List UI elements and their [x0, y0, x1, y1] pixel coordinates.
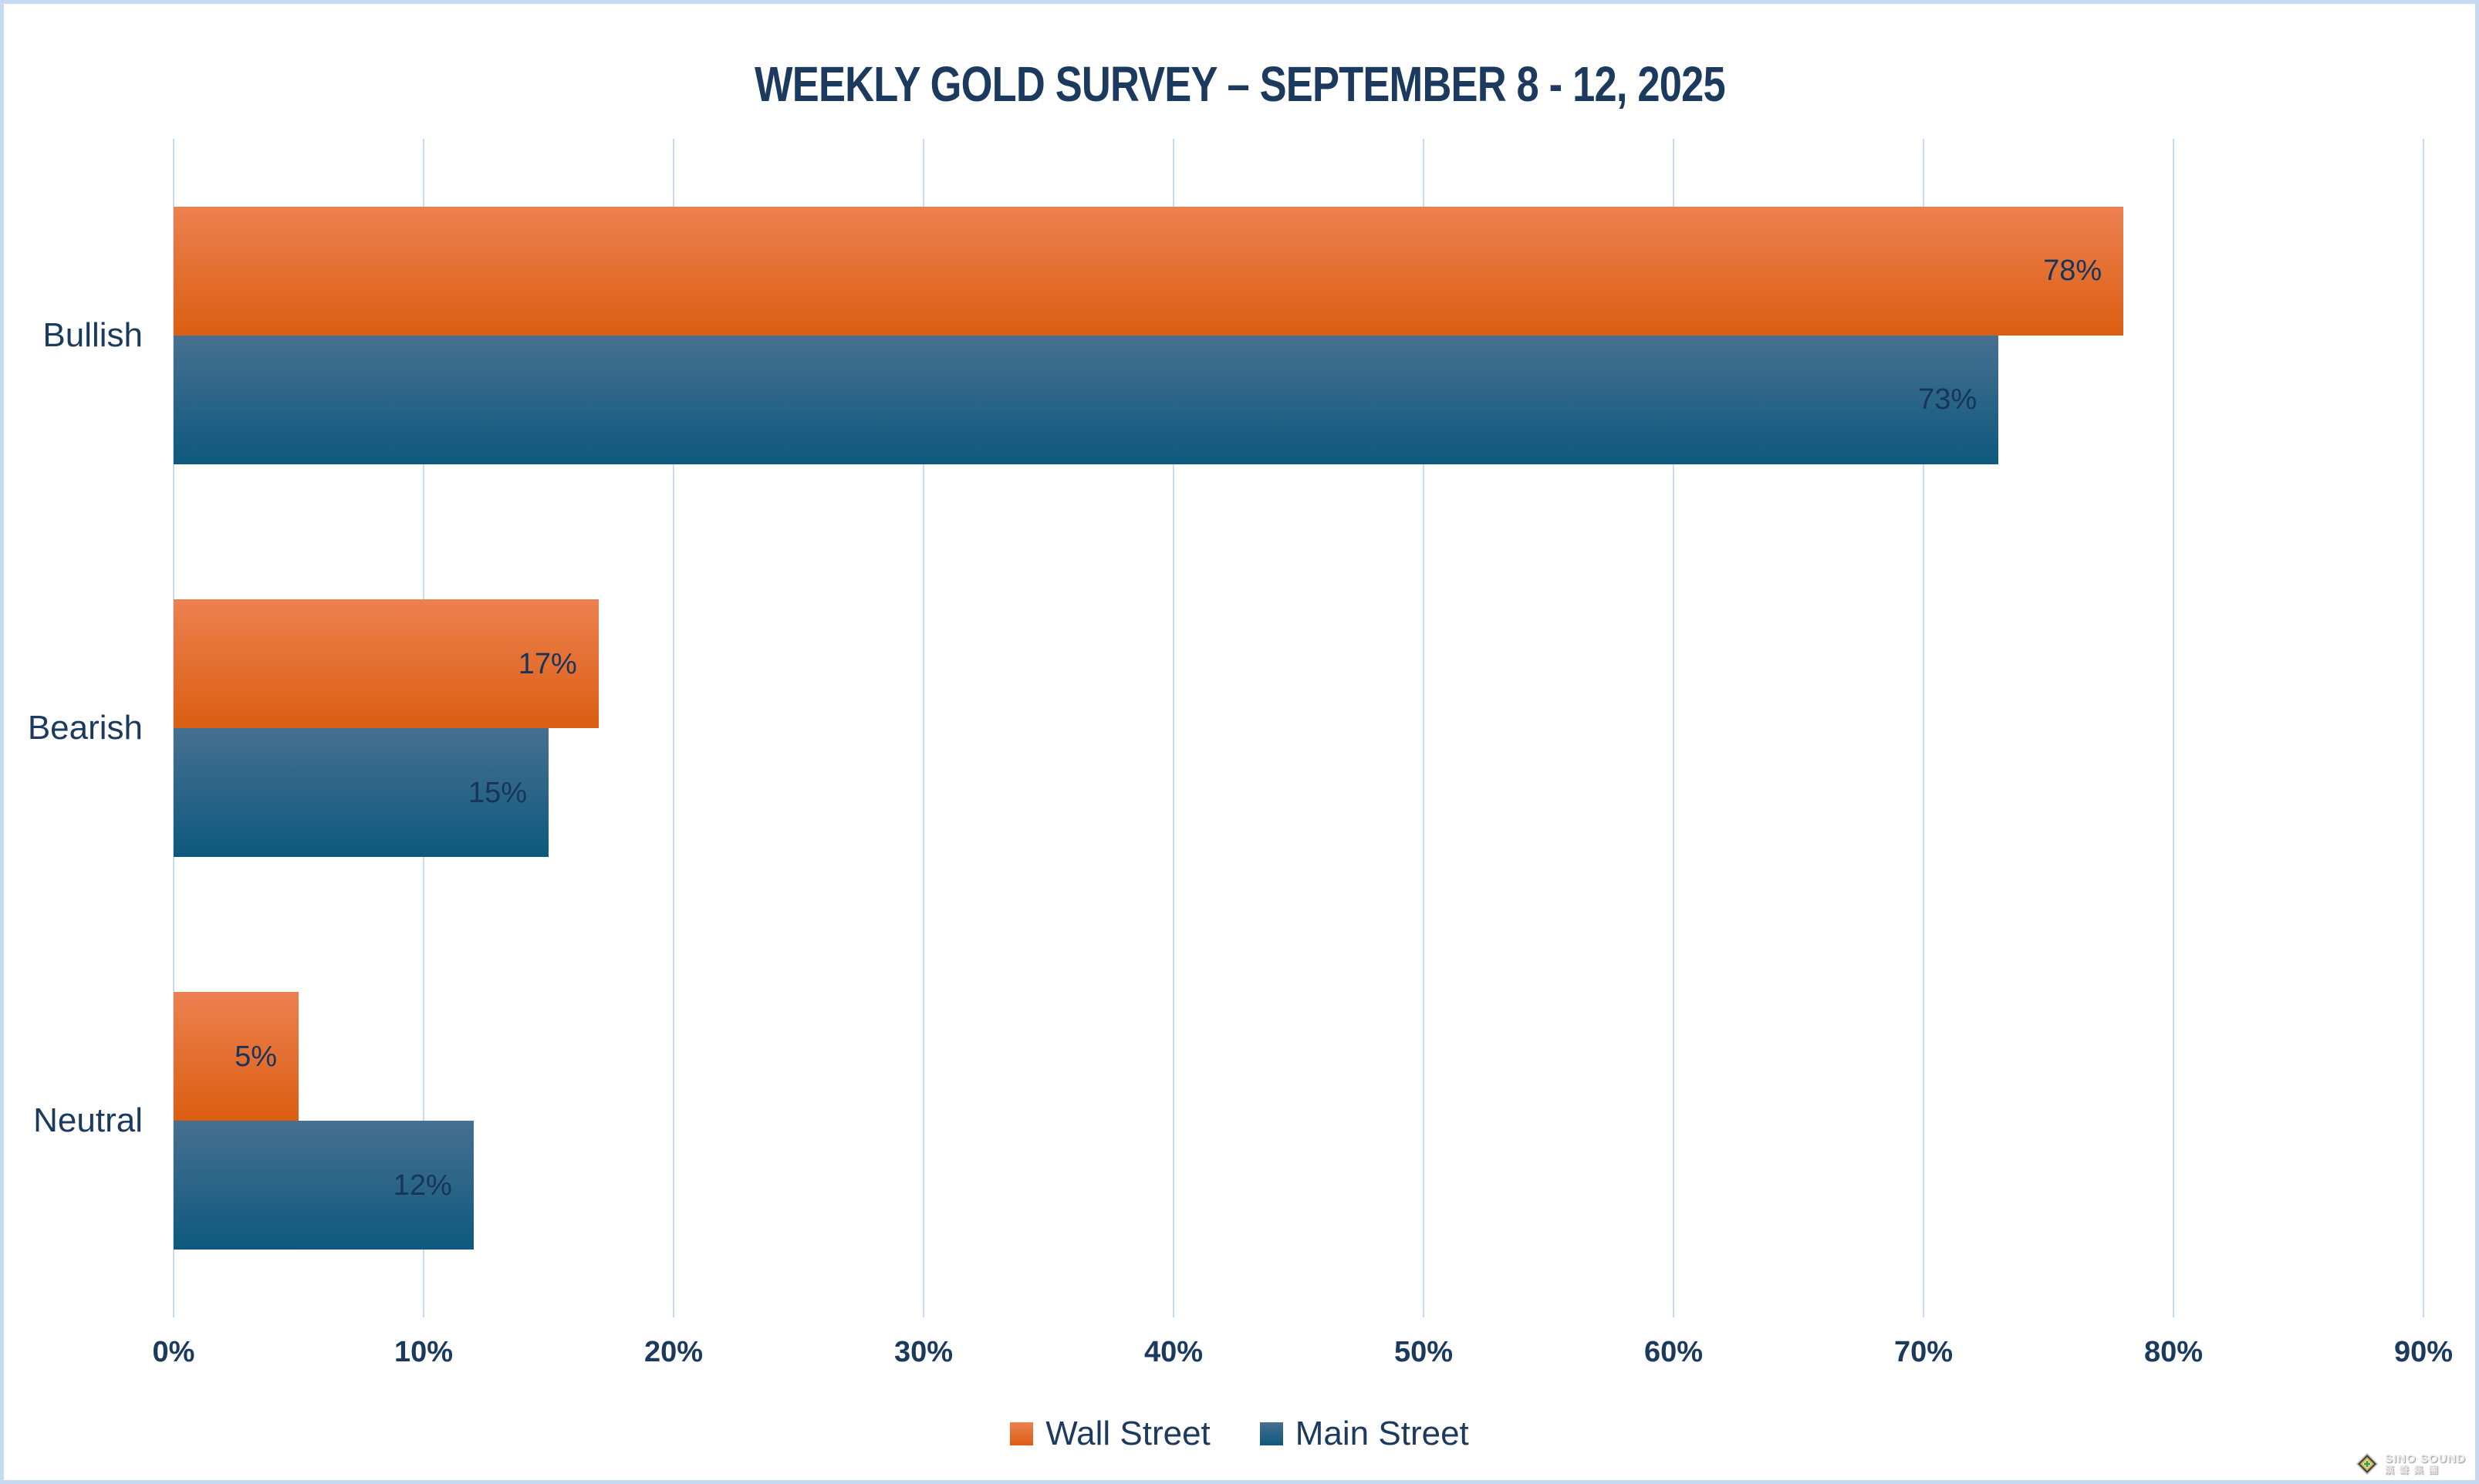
bar-wall-street-bullish: 78% — [174, 206, 2124, 336]
legend-item-wall-street: Wall Street — [1010, 1415, 1211, 1452]
legend: Wall Street Main Street — [4, 1412, 2475, 1455]
gridline-50- — [1423, 139, 1424, 1317]
x-tick-label-0-: 0% — [152, 1336, 195, 1368]
gridline-30- — [923, 139, 924, 1317]
category-axis: Bullish Bearish Neutral — [4, 4, 162, 1480]
legend-swatch-main-street — [1259, 1422, 1283, 1445]
x-tick-label-50-: 50% — [1393, 1336, 1454, 1368]
data-label-main-street-bullish: 73% — [1918, 383, 1977, 417]
legend-label-wall-street: Wall Street — [1045, 1415, 1211, 1452]
value-axis: 0% 10% 20% 30% 40% 50% 60% 70% 80% 90% — [153, 1335, 2453, 1374]
x-tick-label-80-: 80% — [2143, 1336, 2204, 1368]
data-label-wall-street-bearish: 17% — [518, 647, 577, 680]
x-tick-label-10-: 10% — [393, 1336, 454, 1368]
sino-sound-logo-icon — [2356, 1452, 2379, 1476]
bar-main-street-neutral: 12% — [174, 1121, 474, 1250]
data-label-wall-street-neutral: 5% — [235, 1040, 277, 1073]
gridline-20- — [672, 139, 674, 1317]
gridline-60- — [1673, 139, 1674, 1317]
watermark-text: SINO SOUND 漢聲集團 — [2385, 1453, 2466, 1475]
plot-area: 78% 73% 17% 15% 5% 12% — [173, 139, 2424, 1317]
x-tick-label-30-: 30% — [893, 1336, 954, 1368]
category-label-bearish: Bearish — [27, 709, 143, 747]
x-tick-label-40-: 40% — [1143, 1336, 1204, 1368]
watermark-brand-chinese: 漢聲集團 — [2384, 1464, 2444, 1476]
gridline-90- — [2423, 139, 2424, 1317]
gridline-70- — [1923, 139, 1924, 1317]
bar-wall-street-bearish: 17% — [174, 599, 599, 728]
gridline-40- — [1172, 139, 1174, 1317]
data-label-main-street-bearish: 15% — [468, 776, 527, 809]
data-label-main-street-neutral: 12% — [393, 1169, 452, 1202]
chart-title: WEEKLY GOLD SURVEY – SEPTEMBER 8 - 12, 2… — [4, 59, 2475, 109]
x-tick-label-20-: 20% — [643, 1336, 704, 1368]
category-label-neutral: Neutral — [33, 1101, 143, 1140]
legend-label-main-street: Main Street — [1295, 1415, 1469, 1452]
watermark-brand: SINO SOUND — [2384, 1452, 2466, 1465]
x-tick-label-70-: 70% — [1893, 1336, 1954, 1368]
x-tick-label-60-: 60% — [1643, 1336, 1704, 1368]
data-label-wall-street-bullish: 78% — [2043, 255, 2102, 288]
gridline-80- — [2172, 139, 2174, 1317]
category-label-bullish: Bullish — [42, 315, 143, 354]
chart-title-text: WEEKLY GOLD SURVEY – SEPTEMBER 8 - 12, 2… — [754, 56, 1726, 112]
bar-main-street-bullish: 73% — [174, 335, 1999, 464]
legend-swatch-wall-street — [1010, 1422, 1034, 1445]
watermark: SINO SOUND 漢聲集團 — [2356, 1452, 2466, 1476]
x-tick-label-90-: 90% — [2393, 1336, 2454, 1368]
bar-wall-street-neutral: 5% — [174, 992, 299, 1121]
bar-main-street-bearish: 15% — [174, 728, 549, 857]
legend-item-main-street: Main Street — [1259, 1415, 1469, 1452]
